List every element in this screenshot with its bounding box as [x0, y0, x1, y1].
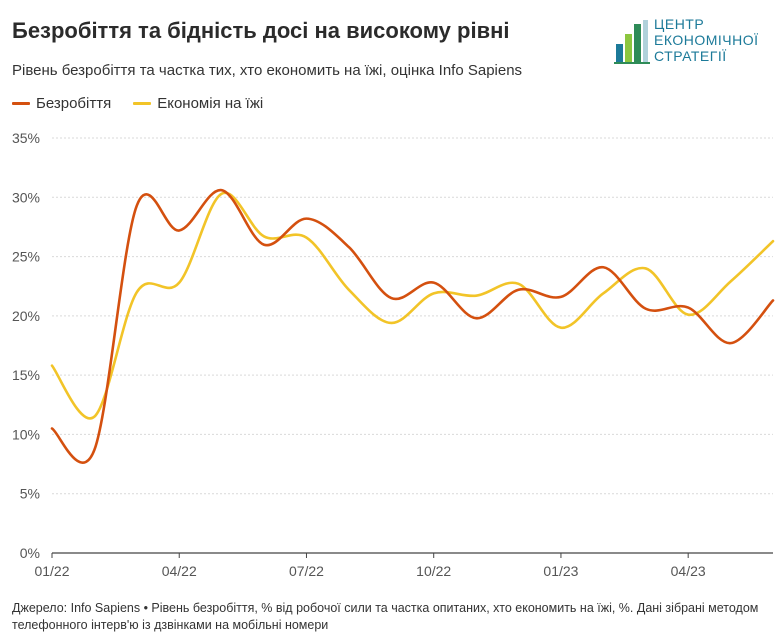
- y-tick-label: 20%: [12, 308, 40, 324]
- legend-label-food-saving: Економія на їжі: [157, 95, 264, 112]
- x-tick-label: 01/22: [34, 563, 69, 579]
- ces-logo: ЦЕНТР ЕКОНОМІЧНОЇ СТРАТЕГІЇ: [614, 14, 774, 70]
- legend-swatch-food-saving: [133, 102, 152, 105]
- series-line-food-saving: [50, 191, 775, 420]
- x-tick-label: 01/23: [543, 563, 578, 579]
- x-tick-label: 04/22: [162, 563, 197, 579]
- x-tick-label: 07/22: [289, 563, 324, 579]
- chart-title: Безробіття та бідність досі на високому …: [12, 18, 510, 43]
- y-tick-label: 35%: [12, 130, 40, 146]
- y-tick-label: 10%: [12, 426, 40, 442]
- y-tick-label: 15%: [12, 367, 40, 383]
- line-chart: 0% 5% 10% 15% 20% 25% 30% 35% 01/22 04/22 07/22 10/…: [12, 130, 775, 579]
- legend-label-unemployment: Безробіття: [36, 95, 112, 112]
- legend-item-unemployment: Безробіття: [12, 95, 111, 112]
- chart-legend: Безробіття Економія на їжі: [12, 95, 285, 112]
- y-tick-label: 5%: [20, 486, 40, 502]
- x-tick-label: 04/23: [671, 563, 706, 579]
- x-tick-label: 10/22: [416, 563, 451, 579]
- logo-line-3: СТРАТЕГІЇ: [654, 48, 727, 64]
- series-line-unemployment: [50, 188, 775, 464]
- y-tick-label: 30%: [12, 189, 40, 205]
- legend-item-food-saving: Економія на їжі: [133, 95, 263, 112]
- logo-bars-icon: [614, 20, 650, 64]
- logo-text: ЦЕНТР ЕКОНОМІЧНОЇ СТРАТЕГІЇ: [654, 16, 759, 64]
- legend-swatch-unemployment: [12, 102, 30, 105]
- logo-line-2: ЕКОНОМІЧНОЇ: [654, 32, 759, 48]
- chart-subtitle: Рівень безробіття та частка тих, хто еко…: [12, 62, 523, 79]
- logo-line-1: ЦЕНТР: [654, 16, 705, 32]
- chart-footer-source: Джерело: Info Sapiens • Рівень безробітт…: [12, 601, 759, 632]
- y-tick-label: 0%: [20, 545, 40, 561]
- y-tick-label: 25%: [12, 249, 40, 265]
